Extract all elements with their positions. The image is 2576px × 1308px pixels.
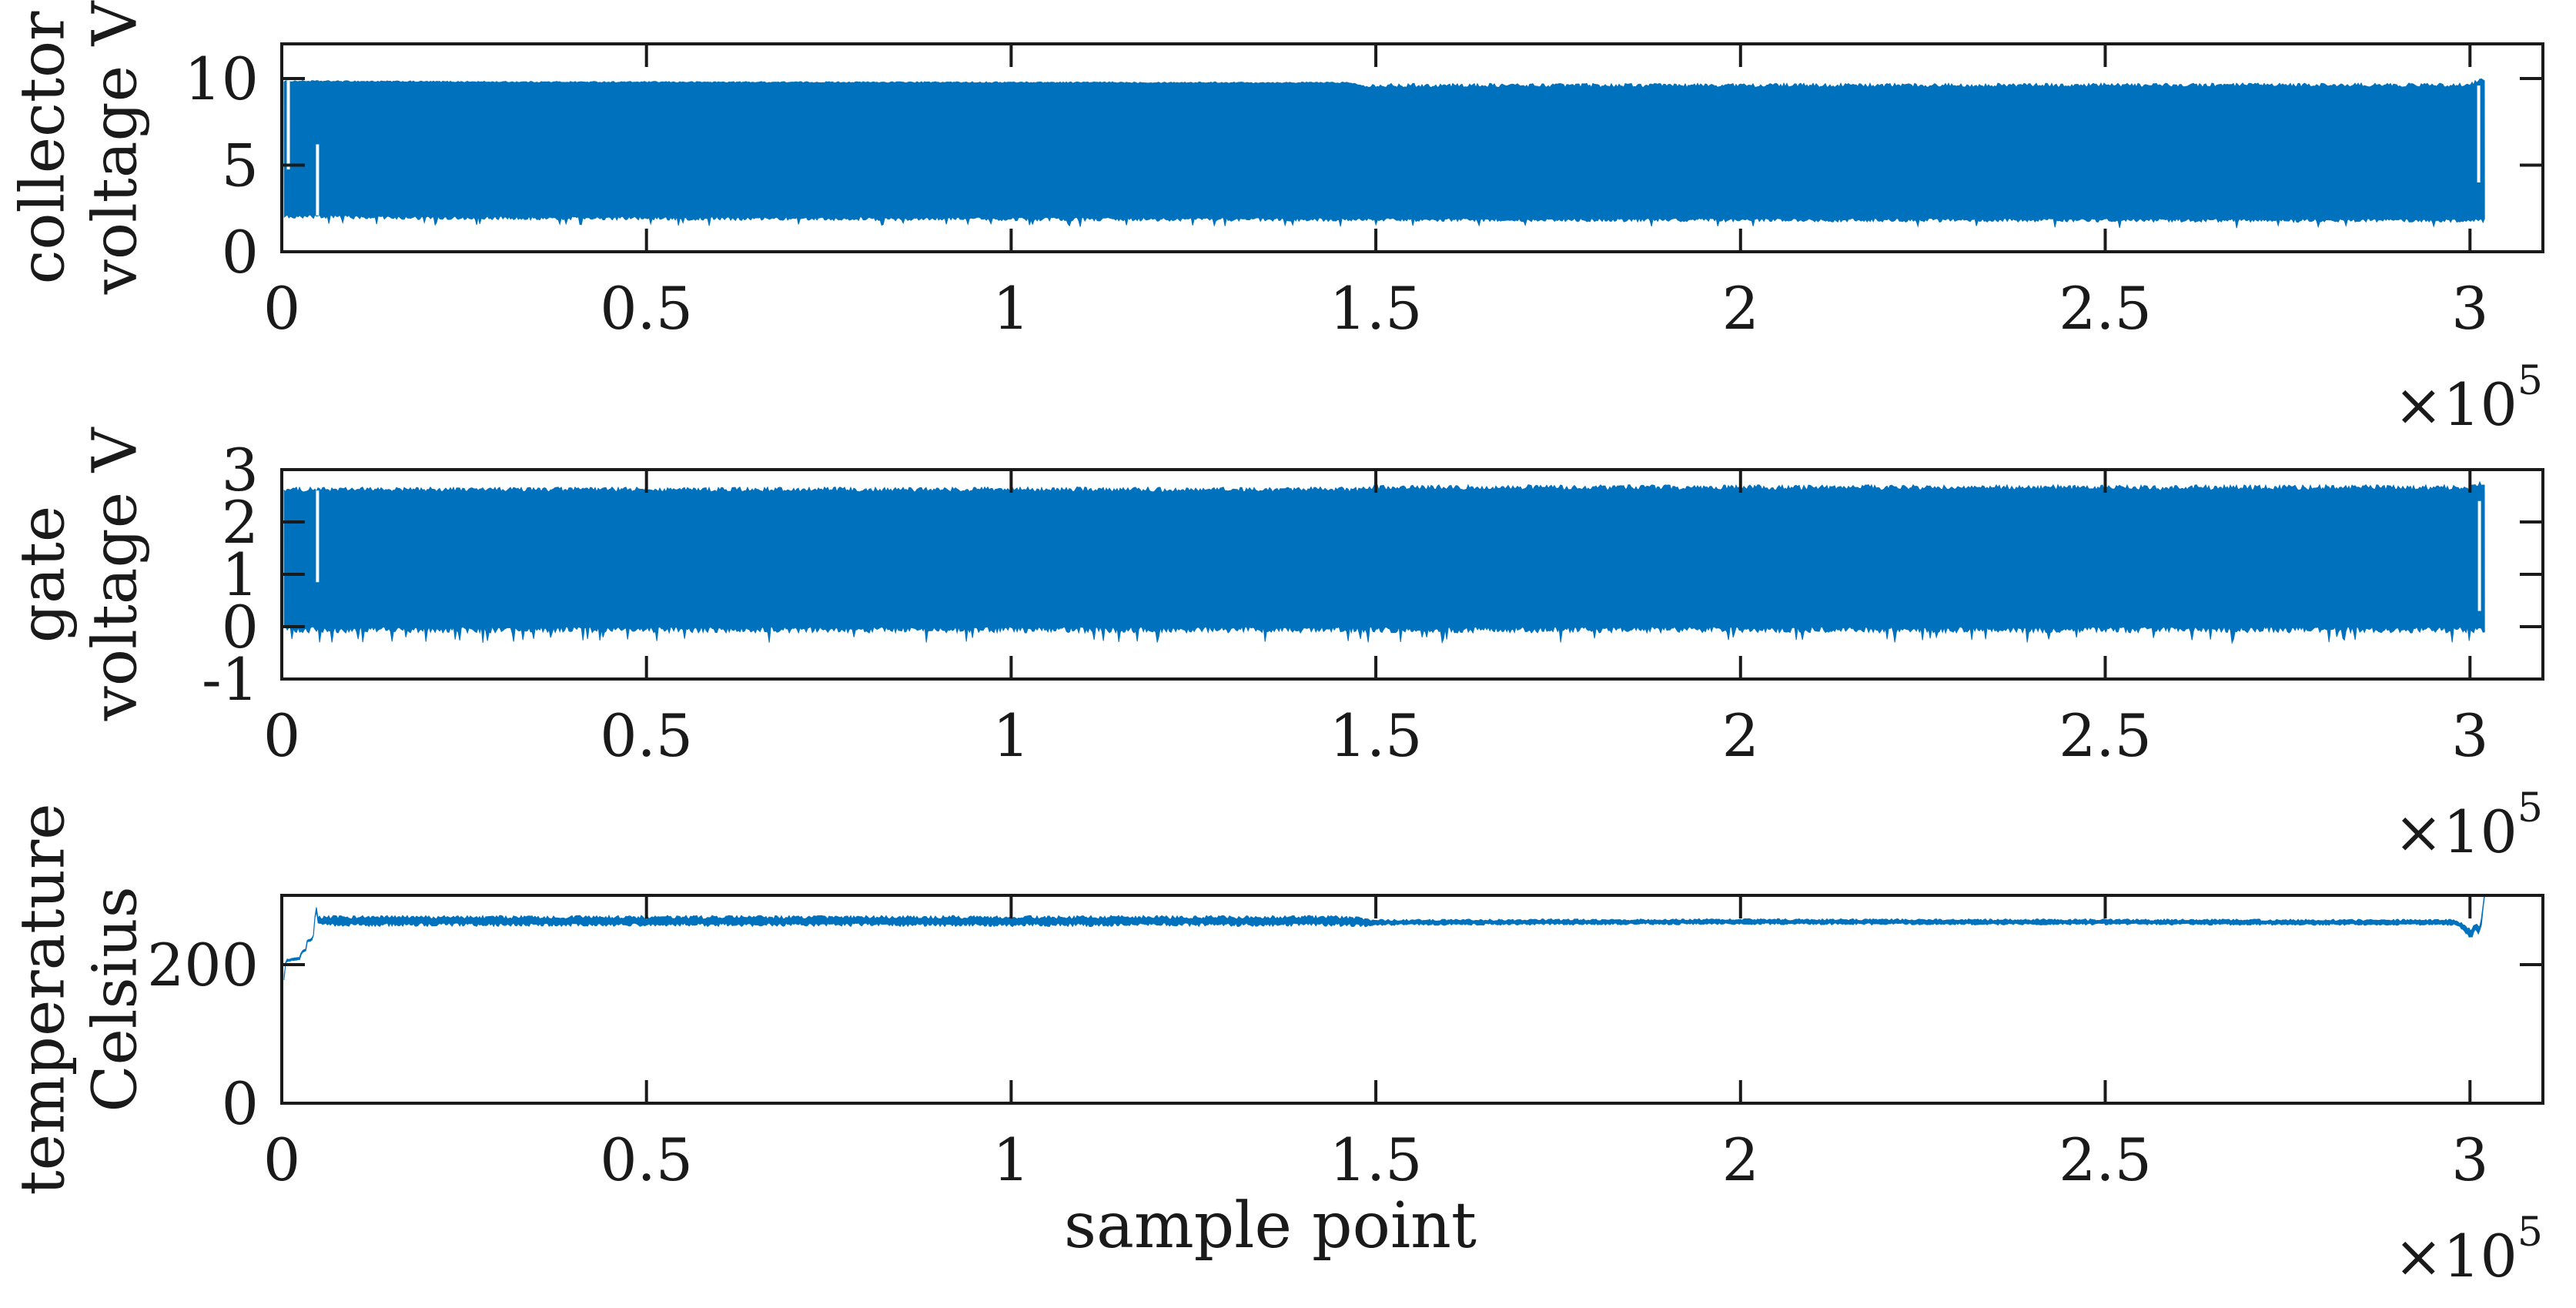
x-tick-label: 1.5	[1330, 701, 1423, 770]
signal-trace-gate-voltage	[283, 480, 2485, 645]
signal-dropout	[2477, 500, 2481, 611]
y-tick-label: 5	[222, 132, 259, 200]
axes-frame	[280, 42, 2544, 253]
x-tick-label: 2	[1722, 274, 1759, 343]
signal-trace-temperature	[283, 894, 2485, 981]
x-axis-label: sample point	[1064, 1189, 1477, 1263]
y-tick-label: 1	[222, 540, 259, 609]
signal-dropout	[286, 80, 290, 170]
x-tick-label: 3	[2451, 274, 2488, 343]
x-axis-multiplier: ×105	[2394, 785, 2543, 866]
ylabel-line: voltage V	[79, 427, 151, 721]
signal-dropout	[316, 490, 319, 583]
ylabel-gate-voltage: gate voltage V	[7, 428, 152, 721]
x-tick-label: 2	[1722, 1126, 1759, 1194]
y-tick-label: 0	[222, 218, 259, 286]
x-tick-label: 2.5	[2059, 274, 2152, 343]
ylabel-temperature: temperature Celsius	[7, 803, 152, 1195]
x-tick-label: 1.5	[1330, 274, 1423, 343]
x-tick-label: 0	[263, 274, 300, 343]
signal-trace-collector-voltage	[283, 78, 2485, 229]
x-tick-label: 0.5	[600, 1126, 693, 1194]
y-tick-label: 2	[222, 488, 259, 557]
x-tick-label: 2.5	[2059, 1126, 2152, 1194]
ylabel-line: Celsius	[79, 886, 151, 1112]
x-tick-label: 2	[1722, 701, 1759, 770]
y-tick-label: 200	[147, 931, 259, 999]
y-tick-label: 3	[222, 436, 259, 504]
subplot-collector-voltage: 0 0.5 1 1.5 2 2.5 3 0 5 10 ×105	[184, 42, 2544, 439]
x-tick-label: 1	[992, 1126, 1029, 1194]
ylabel-line: voltage V	[79, 1, 151, 295]
ylabel-line: collector	[6, 11, 79, 285]
x-tick-label: 0.5	[600, 274, 693, 343]
x-tick-label: 0	[263, 1126, 300, 1194]
x-tick-label: 1.5	[1330, 1126, 1423, 1194]
ylabel-line: gate	[6, 505, 79, 644]
x-axis-multiplier: ×105	[2394, 358, 2543, 439]
x-tick-label: 3	[2451, 1126, 2488, 1194]
ylabel-collector-voltage: collector voltage V	[7, 2, 152, 295]
axes-frame	[280, 894, 2544, 1105]
x-tick-label: 0.5	[600, 701, 693, 770]
x-tick-label: 0	[263, 701, 300, 770]
subplot-temperature: 0 0.5 1 1.5 2 2.5 3 0 200 ×105	[147, 894, 2544, 1290]
y-tick-label: -1	[202, 645, 259, 714]
x-tick-label: 2.5	[2059, 701, 2152, 770]
y-tick-label: 0	[222, 1069, 259, 1138]
y-tick-label: 0	[222, 593, 259, 661]
signal-dropout	[316, 144, 319, 216]
y-tick-label: 10	[184, 45, 259, 113]
x-tick-label: 1	[992, 701, 1029, 770]
ylabel-line: temperature	[6, 803, 79, 1196]
x-tick-label: 1	[992, 274, 1029, 343]
x-tick-label: 3	[2451, 701, 2488, 770]
signal-dropout	[2477, 85, 2481, 182]
x-axis-multiplier: ×105	[2394, 1209, 2543, 1290]
